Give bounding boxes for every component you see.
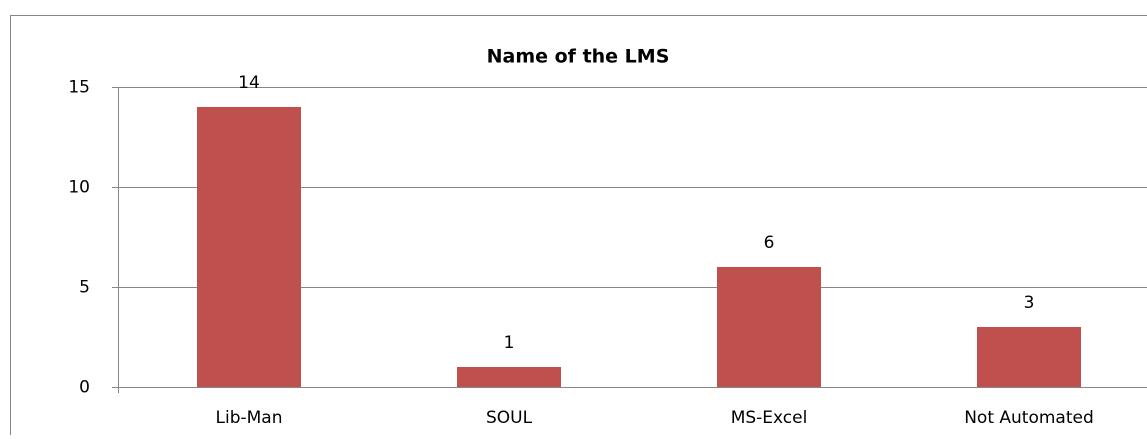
data-label: 6 xyxy=(764,233,775,253)
y-tick-label: 5 xyxy=(79,278,90,298)
data-label: 3 xyxy=(1024,293,1035,313)
y-tick-label: 15 xyxy=(68,78,90,98)
y-tick-label: 0 xyxy=(79,378,90,398)
bar xyxy=(717,267,821,387)
x-tick-label: Lib-Man xyxy=(216,408,283,428)
data-label: 1 xyxy=(504,333,515,353)
y-tick-label: 10 xyxy=(68,178,90,198)
bar xyxy=(457,367,561,387)
x-tick-label: SOUL xyxy=(486,408,533,428)
chart-title: Name of the LMS xyxy=(487,46,670,68)
x-tick-label: MS-Excel xyxy=(731,408,808,428)
data-label: 14 xyxy=(238,73,260,93)
x-tick-label: Not Automated xyxy=(964,408,1094,428)
bar xyxy=(197,107,301,387)
bar xyxy=(977,327,1081,387)
